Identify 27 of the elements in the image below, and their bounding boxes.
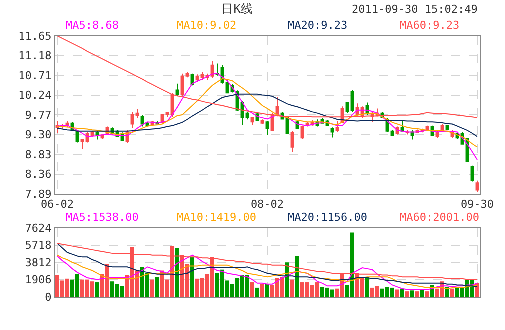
y-tick-label: 7.89 [25,188,52,201]
y-tick-label: 9.77 [25,108,52,122]
y-tick-label: 8.83 [25,148,52,162]
x-tick-label: 08-02 [250,198,284,212]
y-tick-label: 7624 [25,222,52,235]
chart-title: 日K线 [222,2,253,16]
y-tick-label: 9.30 [25,128,52,142]
text: MA20:1156.00 [288,211,368,224]
text: MA10:9.02 [177,19,237,32]
y-tick-label: 11.18 [18,50,52,63]
y-tick-label: 5718 [25,239,52,252]
y-tick-label: 1906 [25,274,52,287]
y-tick-label: 8.36 [25,168,52,182]
x-tick-label: 09-30 [460,198,494,212]
text: MA60:2001.00 [400,211,480,224]
y-tick-label: 10.24 [18,89,52,102]
text: MA5:8.68 [66,19,119,32]
text: MA10:1419.00 [177,211,256,224]
y-tick-label: 10.71 [18,69,52,82]
text: 2011-09-30 15:02:49 [352,3,478,16]
y-tick-label: 11.65 [18,30,52,43]
x-tick-label: 06-02 [40,198,74,212]
text: MA20:9.23 [288,19,348,32]
text: MA60:9.23 [400,19,460,32]
y-tick-label: 0 [45,290,52,304]
y-tick-label: 3812 [25,256,52,270]
text: MA5:1538.00 [66,211,139,224]
